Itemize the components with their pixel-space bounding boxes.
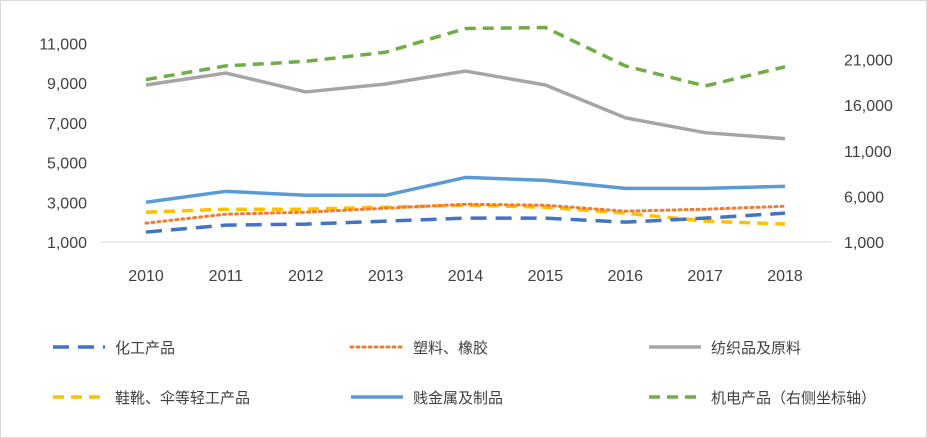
legend-label: 机电产品（右侧坐标轴）: [711, 389, 876, 407]
x-tick-label: 2018: [767, 268, 803, 285]
series-line: [145, 25, 786, 88]
x-tick-label: 2013: [368, 268, 404, 285]
x-tick-label: 2011: [209, 268, 244, 285]
left-y-tick-label: 5,000: [47, 156, 87, 173]
right-y-tick-label: 1,000: [844, 235, 884, 252]
x-tick-label: 2010: [128, 268, 164, 285]
series-line: [145, 211, 786, 234]
right-y-tick-label: 11,000: [844, 144, 892, 161]
x-axis: 2010 2011 2012 2013 2014 2015 2016 2017 2018: [128, 268, 803, 285]
legend-item: 塑料、橡胶: [349, 339, 488, 357]
x-tick-label: 2012: [288, 268, 324, 285]
x-tick-label: 2015: [528, 268, 564, 285]
legend-label: 纺织品及原料: [711, 339, 801, 357]
legend-item: 鞋靴、伞等轻工产品: [53, 389, 250, 407]
legend-label: 贱金属及制品: [413, 389, 503, 407]
series-line: [145, 69, 786, 141]
legend-label: 鞋靴、伞等轻工产品: [115, 389, 250, 407]
right-y-axis: 1,000 6,000 11,000 16,000 21,000: [844, 53, 893, 253]
right-y-tick-label: 21,000: [844, 53, 893, 70]
x-tick-label: 2014: [448, 268, 484, 285]
x-tick-label: 2017: [687, 268, 723, 285]
left-y-tick-label: 7,000: [47, 116, 87, 133]
series-line: [144, 202, 787, 225]
legend-item: 化工产品: [53, 339, 175, 357]
left-y-tick-label: 3,000: [47, 195, 87, 212]
left-y-tick-label: 11,000: [39, 36, 87, 53]
right-y-tick-label: 6,000: [844, 189, 884, 206]
legend-item: 纺织品及原料: [649, 339, 801, 357]
x-tick-label: 2016: [607, 268, 643, 285]
right-y-tick-label: 16,000: [844, 98, 893, 115]
left-y-axis: 1,000 3,000 5,000 7,000 9,000 11,000: [39, 36, 87, 252]
left-y-tick-label: 1,000: [47, 235, 87, 252]
left-y-tick-label: 9,000: [47, 76, 87, 93]
series-layer: [144, 25, 787, 234]
legend-label: 化工产品: [115, 339, 175, 357]
legend-item: 贱金属及制品: [351, 389, 503, 407]
legend-item: 机电产品（右侧坐标轴）: [649, 389, 876, 407]
series-line: [145, 175, 786, 204]
legend-label: 塑料、橡胶: [413, 339, 488, 357]
